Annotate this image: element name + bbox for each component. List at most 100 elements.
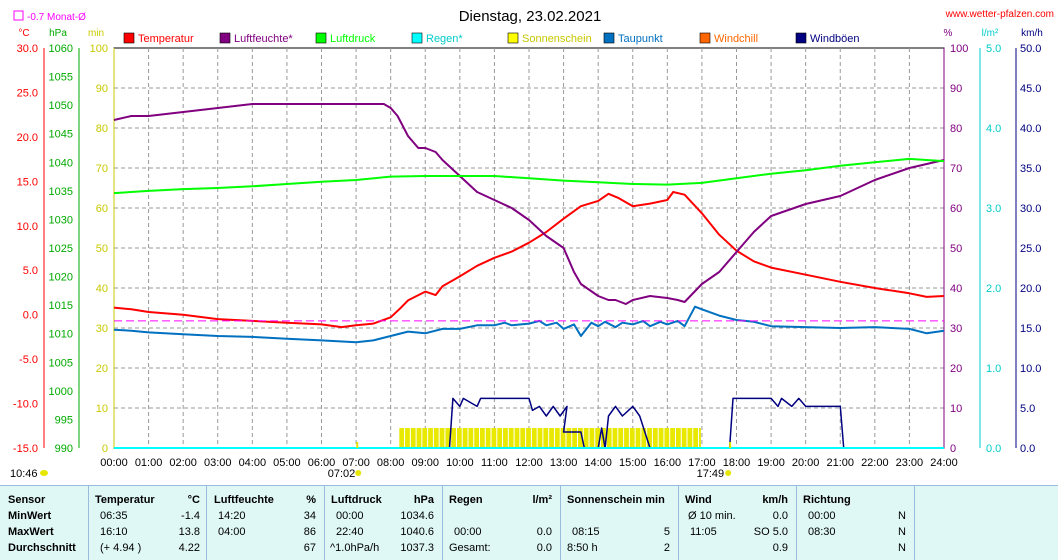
- x-tick-label: 18:00: [723, 457, 751, 469]
- series-line-luftfeuchte: [113, 103, 945, 305]
- press-tick-label: 1020: [49, 272, 73, 284]
- sunshine-bar: [589, 428, 595, 448]
- sunshine-bar: [647, 428, 652, 448]
- series-line-temperatur: [113, 191, 945, 329]
- temp-tick-label: -10.0: [13, 399, 38, 411]
- legend-label: Sonnenschein: [522, 33, 592, 45]
- sunshine-bar: [595, 428, 601, 448]
- stats-header-hum: Luftfeuchte: [214, 494, 274, 506]
- sun-tick-label: 80: [96, 123, 108, 135]
- month-avg-checkbox[interactable]: [13, 10, 24, 21]
- sunshine-bar: [572, 428, 577, 448]
- sunshine-bar: [405, 428, 410, 448]
- rain-tick-label: 3.0: [986, 203, 1001, 215]
- wind-tick-label: 0.0: [1020, 443, 1035, 455]
- hum-tick-label: 70: [950, 163, 962, 175]
- sunshine-bar: [606, 428, 612, 448]
- x-tick-label: 17:00: [688, 457, 716, 469]
- sunshine-bar: [526, 428, 531, 448]
- press-tick-label: 1035: [49, 186, 73, 198]
- stats-col-hum: [206, 486, 325, 560]
- stats-cell: ^1.0hPa/h: [330, 542, 380, 554]
- x-tick-label: 23:00: [896, 457, 924, 469]
- legend-label: Luftfeuchte*: [234, 33, 293, 45]
- sunshine-bar: [451, 428, 456, 448]
- unit-rain: l/m²: [982, 28, 999, 39]
- x-tick-label: 07:00: [342, 457, 370, 469]
- stats-cell: 67: [303, 542, 316, 554]
- press-tick-label: 1060: [49, 43, 73, 55]
- hum-tick-label: 30: [950, 323, 962, 335]
- x-tick-label: 05:00: [273, 457, 301, 469]
- stats-cell: 08:15: [572, 526, 600, 538]
- sunshine-bar: [543, 428, 549, 448]
- x-tick-label: 15:00: [619, 457, 647, 469]
- sunrise-time: 07:02: [328, 468, 356, 480]
- legend-swatch: [795, 32, 807, 44]
- x-tick-label: 22:00: [861, 457, 889, 469]
- sunshine-bar: [410, 428, 416, 448]
- stats-col-sun: [560, 486, 679, 560]
- stats-cell: N: [898, 542, 906, 554]
- stats-cell: 4.22: [178, 542, 200, 554]
- legend-label: Windböen: [810, 33, 860, 45]
- unit-temp: °C: [18, 28, 29, 39]
- sunshine-bar: [537, 428, 543, 448]
- legend-label: Windchill: [714, 33, 758, 45]
- hum-tick-label: 90: [950, 83, 962, 95]
- sunshine-bar: [699, 428, 701, 448]
- sunshine-bar: [508, 428, 514, 448]
- temp-tick-label: 10.0: [17, 221, 38, 233]
- sun-tick-label: 60: [96, 203, 108, 215]
- wind-tick-label: 10.0: [1020, 363, 1041, 375]
- chart-title: Dienstag, 23.02.2021: [459, 8, 602, 25]
- stats-row-label: MinWert: [8, 510, 52, 522]
- stats-col-dir: [796, 486, 915, 560]
- x-tick-label: 21:00: [826, 457, 854, 469]
- rain-tick-label: 4.0: [986, 123, 1001, 135]
- x-tick-label: 04:00: [239, 457, 267, 469]
- series-lines: [113, 103, 945, 449]
- stats-cell: 08:30: [808, 526, 836, 538]
- sun-tick-label: 30: [96, 323, 108, 335]
- legend-label: Regen*: [426, 33, 463, 45]
- x-tick-label: 09:00: [411, 457, 439, 469]
- moon-icon: [40, 470, 48, 476]
- sunshine-bar: [491, 428, 497, 448]
- wind-tick-label: 25.0: [1020, 243, 1041, 255]
- sunshine-bar: [480, 428, 485, 448]
- stats-header-hum-unit: %: [306, 494, 316, 506]
- sunshine-bar: [456, 428, 462, 448]
- sun-tick-label: 40: [96, 283, 108, 295]
- stats-cell: 5: [663, 526, 670, 538]
- stats-header-dir: Richtung: [803, 494, 851, 506]
- press-tick-label: 1015: [49, 300, 73, 312]
- x-tick-label: 11:00: [481, 457, 508, 469]
- wind-tick-label: 30.0: [1020, 203, 1041, 215]
- stats-cell: 00:00: [808, 510, 836, 522]
- temp-tick-label: -15.0: [13, 443, 38, 455]
- stats-cell: -1.4: [181, 510, 200, 522]
- wind-tick-label: 15.0: [1020, 323, 1041, 335]
- sunset-icon: [725, 470, 732, 476]
- legend-swatch: [507, 32, 519, 44]
- temp-tick-label: 20.0: [17, 132, 38, 144]
- hum-tick-label: 50: [950, 243, 962, 255]
- stats-cell: 04:00: [218, 526, 246, 538]
- axis-ticks: 00:00 01:00 02:00 03:00 04:00 05:00 06:00 07:00…: [13, 43, 1042, 469]
- press-tick-label: 1010: [49, 329, 73, 341]
- sunshine-bar: [618, 428, 624, 448]
- month-avg-label: -0.7 Monat-Ø: [27, 12, 86, 23]
- stats-header-rain-unit: l/m²: [532, 494, 552, 506]
- site-link[interactable]: www.wetter-pfalzen.com: [945, 9, 1054, 20]
- sunshine-bar: [681, 428, 687, 448]
- stats-cell: 1040.6: [400, 526, 434, 538]
- legend-label: Taupunkt: [618, 33, 663, 45]
- wind-tick-label: 5.0: [1020, 403, 1035, 415]
- stats-cell: 0.9: [772, 542, 788, 554]
- sunshine-bar: [485, 428, 491, 448]
- stats-header-sun: Sonnenschein min: [567, 494, 665, 506]
- stats-col-temp: [88, 486, 207, 560]
- x-tick-label: 08:00: [377, 457, 405, 469]
- sunshine-bar: [560, 428, 566, 448]
